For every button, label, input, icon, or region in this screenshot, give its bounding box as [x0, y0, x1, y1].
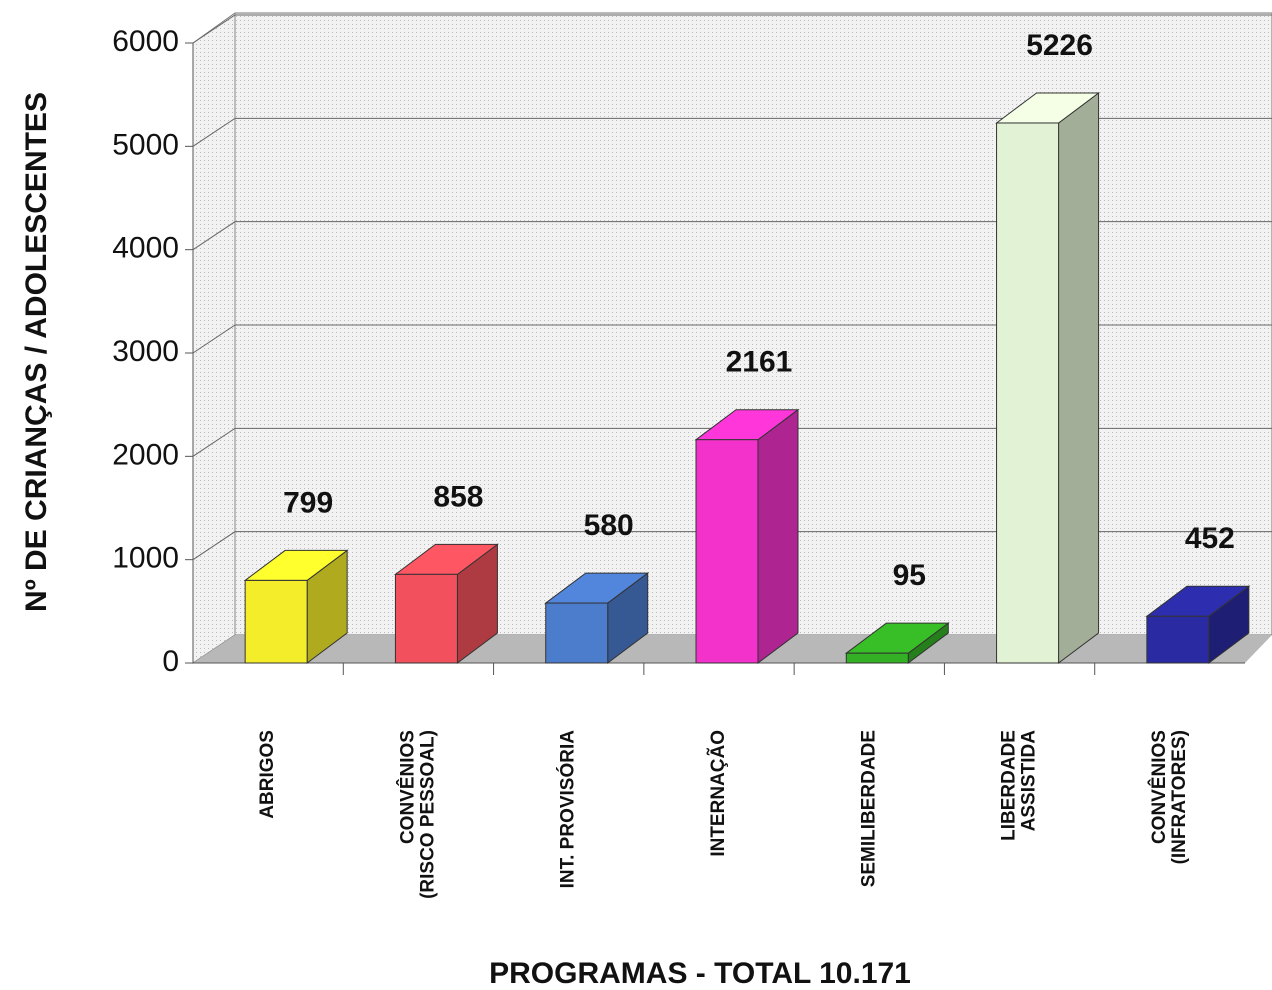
x-tick-line: ASSISTIDA: [1019, 730, 1040, 832]
value-label: 5226: [1026, 29, 1093, 62]
grid-line: [192, 531, 1272, 561]
x-tick-label: LIBERDADEASSISTIDA: [999, 730, 1040, 841]
bar: [243, 549, 349, 664]
bar: [1145, 585, 1251, 664]
grid-line: [192, 324, 1272, 354]
x-tick-label: SEMILIBERDADE: [858, 730, 879, 887]
x-tick-line: INTERNAÇÃO: [707, 730, 729, 857]
bar-front: [845, 652, 909, 664]
x-tick-label: ABRIGOS: [257, 730, 278, 819]
x-tick-line: SEMILIBERDADE: [858, 730, 879, 887]
y-tick-label: 3000: [112, 335, 179, 368]
y-tick-label: 1000: [112, 542, 179, 575]
bar-side: [757, 408, 799, 664]
y-tick-label: 0: [162, 645, 179, 678]
bar-front: [996, 122, 1060, 664]
bar-front: [244, 579, 308, 664]
bar-side: [1058, 91, 1100, 664]
bar-front: [695, 439, 759, 664]
bar-front: [394, 573, 458, 664]
x-tick-line: LIBERDADE: [999, 730, 1020, 841]
y-axis-title: Nº DE CRIANÇAS / ADOLESCENTES: [20, 92, 53, 612]
x-tick-line: INT. PROVISÓRIA: [557, 730, 579, 889]
y-tick-label: 6000: [112, 25, 179, 58]
bar: [694, 408, 800, 664]
bar-front: [545, 602, 609, 664]
grid-line: [192, 427, 1272, 457]
x-axis-title: PROGRAMAS - TOTAL 10.171: [489, 957, 911, 990]
bar: [844, 622, 950, 664]
y-tick-label: 4000: [112, 232, 179, 265]
x-tick-label: INT. PROVISÓRIA: [557, 730, 579, 889]
x-tick-label: INTERNAÇÃO: [707, 730, 729, 857]
x-tick-line: ABRIGOS: [257, 730, 278, 819]
y-tick-label: 2000: [112, 438, 179, 471]
x-tick-label: CONVÊNIOS(RISCO PESSOAL): [396, 730, 438, 899]
bar: [544, 572, 650, 664]
bar: [393, 543, 499, 664]
bar-front: [1146, 615, 1210, 664]
grid-line: [192, 221, 1272, 251]
value-label: 858: [433, 480, 483, 513]
y-tick-label: 5000: [112, 128, 179, 161]
grid-line: [192, 14, 1272, 44]
bar: [995, 91, 1101, 664]
x-tick-line: CONVÊNIOS: [1148, 730, 1170, 844]
x-tick-line: (RISCO PESSOAL): [417, 730, 438, 899]
value-label: 2161: [726, 346, 793, 379]
value-label: 452: [1185, 522, 1235, 555]
x-tick-line: (INFRATORES): [1169, 730, 1190, 864]
value-label: 799: [283, 486, 333, 519]
value-label: 95: [893, 559, 926, 592]
x-tick-line: CONVÊNIOS: [396, 730, 418, 844]
value-label: 580: [584, 509, 634, 542]
x-tick-label: CONVÊNIOS(INFRATORES): [1148, 730, 1190, 864]
grid-line: [192, 117, 1272, 147]
